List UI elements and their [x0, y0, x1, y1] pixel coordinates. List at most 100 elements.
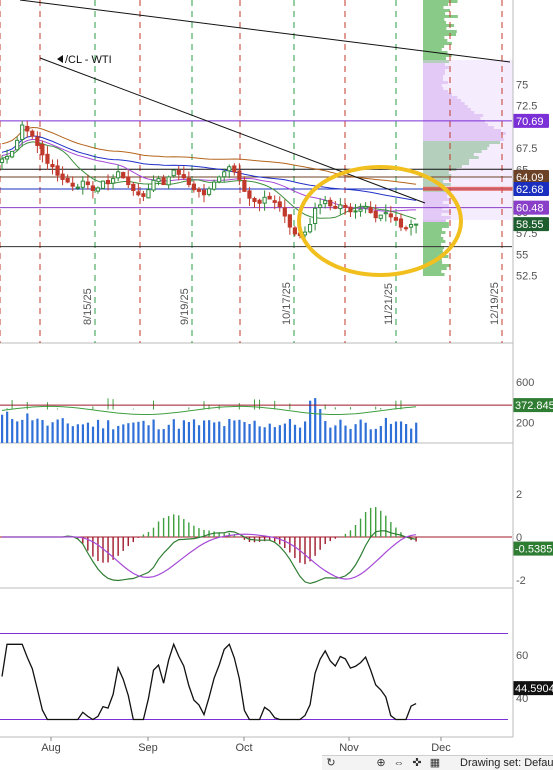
candle[interactable]: [35, 131, 40, 154]
candle[interactable]: [358, 203, 363, 217]
candle[interactable]: [40, 140, 45, 163]
grid-icon[interactable]: ▦: [429, 757, 441, 769]
candle[interactable]: [282, 199, 287, 224]
price-panel[interactable]: /CL - WTI7572.567.5656057.55552.570.6964…: [0, 0, 549, 344]
volume-bar: [21, 419, 24, 443]
candle[interactable]: [393, 214, 398, 221]
candle[interactable]: [171, 169, 176, 178]
candle-body: [40, 143, 45, 156]
candle[interactable]: [302, 226, 308, 240]
candle[interactable]: [414, 223, 419, 234]
candle[interactable]: [313, 202, 318, 231]
candle[interactable]: [136, 183, 141, 197]
candle[interactable]: [55, 159, 60, 182]
candle[interactable]: [146, 183, 151, 199]
candle[interactable]: [343, 202, 348, 214]
candle[interactable]: [105, 174, 111, 191]
candle[interactable]: [30, 129, 35, 139]
candle[interactable]: [383, 204, 388, 222]
candle[interactable]: [95, 186, 101, 194]
candle[interactable]: [378, 214, 383, 222]
crosshair-icon[interactable]: ✜: [412, 757, 422, 769]
candle[interactable]: [353, 204, 358, 219]
candle[interactable]: [318, 198, 323, 215]
candle[interactable]: [227, 164, 232, 179]
candle[interactable]: [408, 219, 414, 236]
symbol-arrow-icon[interactable]: [57, 55, 63, 63]
candle[interactable]: [388, 206, 393, 223]
candle[interactable]: [232, 163, 237, 176]
candle-body: [35, 136, 40, 146]
candle[interactable]: [287, 214, 292, 235]
candle[interactable]: [176, 165, 181, 181]
candle[interactable]: [212, 179, 217, 191]
candle[interactable]: [196, 186, 202, 198]
candle[interactable]: [60, 166, 65, 186]
candle[interactable]: [307, 217, 313, 234]
candle[interactable]: [10, 150, 15, 159]
candle[interactable]: [328, 197, 333, 211]
pan-icon[interactable]: ⇔: [393, 757, 405, 769]
candle[interactable]: [4, 149, 10, 164]
candle[interactable]: [242, 176, 247, 192]
candle[interactable]: [75, 183, 80, 190]
volume-profile-bar: [423, 156, 479, 159]
zoom-in-icon[interactable]: ⊕: [376, 757, 386, 769]
rotate-icon[interactable]: ↻: [326, 757, 336, 769]
candle[interactable]: [222, 168, 227, 182]
candle[interactable]: [272, 195, 277, 210]
candle[interactable]: [257, 198, 262, 212]
candle[interactable]: [25, 121, 30, 138]
candle[interactable]: [85, 174, 90, 190]
candle[interactable]: [70, 176, 75, 191]
candle[interactable]: [80, 176, 85, 195]
macd-panel[interactable]: 2 0 -2 -0.5385: [0, 489, 553, 589]
candle[interactable]: [338, 198, 343, 215]
candle[interactable]: [201, 183, 207, 203]
candle[interactable]: [121, 171, 126, 179]
candle[interactable]: [181, 166, 186, 180]
candle[interactable]: [65, 174, 70, 184]
candle[interactable]: [161, 174, 166, 186]
candle[interactable]: [373, 204, 378, 223]
candle[interactable]: [166, 175, 171, 190]
candle[interactable]: [156, 175, 161, 186]
candle[interactable]: [403, 225, 409, 232]
candle[interactable]: [100, 180, 106, 190]
candle[interactable]: [15, 136, 20, 151]
candle-body: [20, 124, 25, 140]
candle[interactable]: [126, 170, 131, 188]
candle[interactable]: [252, 196, 257, 208]
candle[interactable]: [333, 200, 338, 210]
candle[interactable]: [45, 146, 50, 170]
volume-bar: [61, 418, 64, 443]
candle[interactable]: [90, 181, 96, 199]
candle[interactable]: [323, 196, 328, 209]
candle[interactable]: [292, 225, 297, 237]
volume-bar: [384, 417, 387, 443]
candle[interactable]: [206, 186, 212, 197]
candle[interactable]: [277, 196, 282, 212]
volume-panel[interactable]: 600400200372.845: [0, 377, 553, 444]
candle[interactable]: [151, 175, 156, 193]
candle[interactable]: [131, 181, 136, 196]
candle[interactable]: [20, 120, 25, 147]
candle[interactable]: [141, 190, 146, 202]
candle[interactable]: [111, 174, 116, 190]
candle[interactable]: [0, 155, 5, 171]
candle[interactable]: [116, 164, 121, 182]
candle[interactable]: [398, 213, 404, 231]
candle[interactable]: [348, 203, 353, 218]
candle[interactable]: [191, 180, 197, 193]
candle[interactable]: [50, 159, 55, 175]
candle[interactable]: [247, 187, 252, 207]
candle[interactable]: [368, 201, 373, 214]
candle[interactable]: [217, 175, 222, 184]
candle[interactable]: [237, 163, 242, 186]
candle[interactable]: [186, 171, 191, 188]
candle[interactable]: [267, 192, 272, 200]
candle[interactable]: [363, 202, 368, 214]
candle[interactable]: [262, 190, 267, 211]
